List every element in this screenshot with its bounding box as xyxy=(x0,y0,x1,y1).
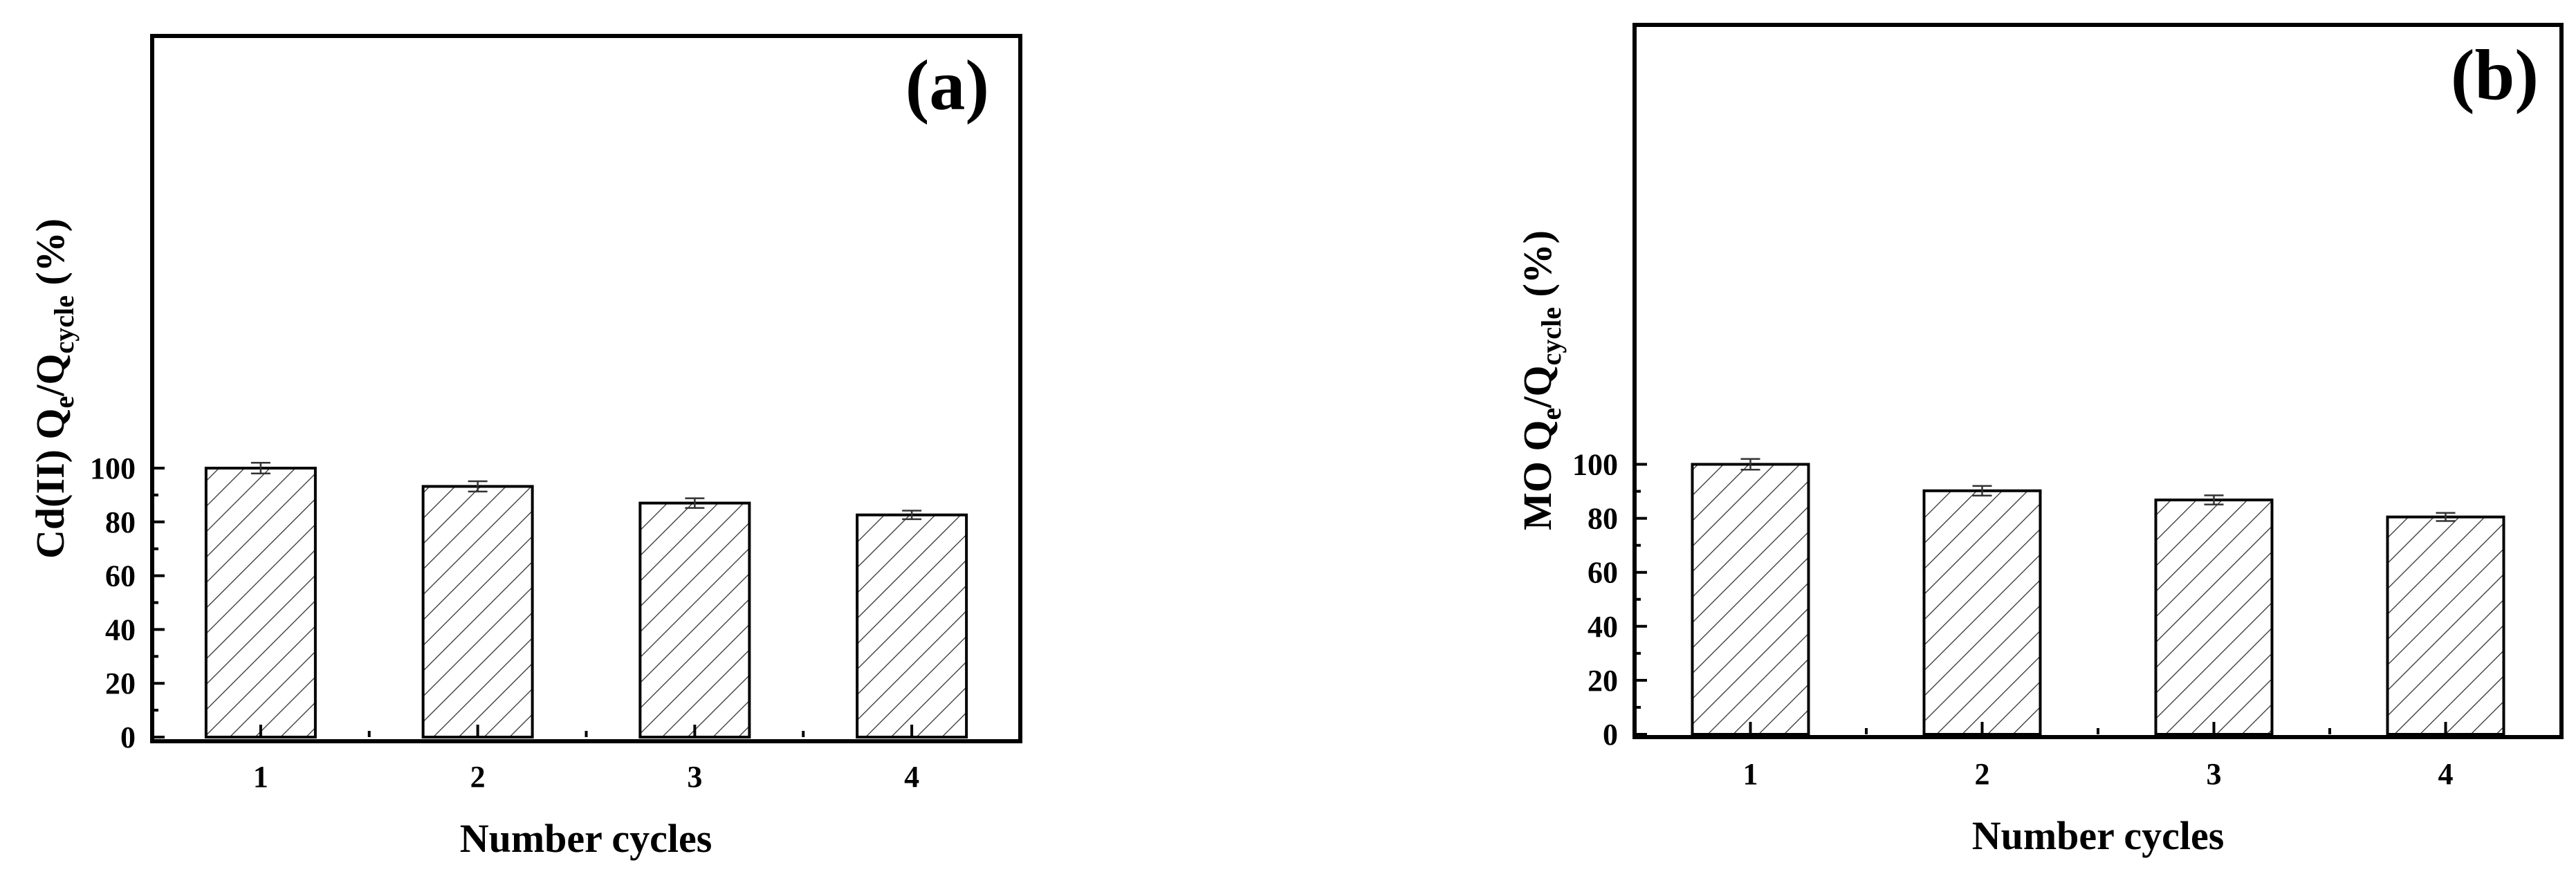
bar xyxy=(1691,463,1810,736)
x-tick-label: 3 xyxy=(2207,757,2222,791)
x-axis-ticks: 1 2 3 4 xyxy=(253,725,919,794)
bar xyxy=(204,467,317,738)
y-tick-label: 20 xyxy=(105,667,136,700)
bars-group xyxy=(204,461,968,739)
bar xyxy=(638,501,751,738)
x-tick-label: 4 xyxy=(904,760,919,794)
y-axis-ticks: 0 20 40 60 80 100 xyxy=(90,452,165,754)
y-tick-label: 60 xyxy=(105,559,136,593)
x-tick-label: 1 xyxy=(1743,757,1758,791)
plot-frame xyxy=(1632,23,2564,739)
y-axis-ticks: 0 20 40 60 80 100 xyxy=(1572,448,1647,752)
panel-label: (a) xyxy=(905,46,989,125)
y-title-sub1: e xyxy=(48,396,80,409)
y-tick-label: 100 xyxy=(90,452,136,485)
bar xyxy=(421,485,534,739)
x-tick-label: 4 xyxy=(2438,757,2454,791)
bar xyxy=(856,513,968,738)
x-axis-title: Number cycles xyxy=(1972,813,2225,858)
panel-label: (b) xyxy=(2451,35,2539,115)
x-tick-label: 2 xyxy=(1975,757,1990,791)
y-title-suffix: (%) xyxy=(1515,230,1560,307)
y-tick-label: 80 xyxy=(105,505,136,539)
bar xyxy=(2154,499,2274,736)
y-title-prefix: MO Q xyxy=(1515,420,1560,530)
y-title-sub2: cycle xyxy=(1536,307,1567,365)
bar xyxy=(1922,489,2042,736)
bar xyxy=(2386,515,2505,736)
y-title-mid: /Q xyxy=(1515,366,1560,409)
y-axis-title: Cd(II) Qe/Qcycle (%) xyxy=(28,218,80,559)
y-title-sub2: cycle xyxy=(48,295,80,353)
y-tick-label: 0 xyxy=(1603,718,1618,752)
y-title-mid: /Q xyxy=(28,353,73,396)
y-axis-title: MO Qe/Qcycle (%) xyxy=(1515,230,1567,530)
x-tick-label: 2 xyxy=(470,760,486,794)
bars-group xyxy=(1691,458,2505,736)
y-tick-label: 100 xyxy=(1572,448,1618,482)
x-tick-label: 1 xyxy=(253,760,268,794)
y-tick-label: 60 xyxy=(1588,556,1618,590)
y-tick-label: 40 xyxy=(105,613,136,647)
y-title-prefix: Cd(II) Q xyxy=(28,408,73,559)
plot-frame xyxy=(150,34,1022,743)
x-axis-ticks: 1 2 3 4 xyxy=(1743,722,2454,791)
y-tick-label: 0 xyxy=(120,720,136,754)
x-tick-label: 3 xyxy=(687,760,702,794)
y-tick-label: 40 xyxy=(1588,610,1618,644)
y-tick-label: 80 xyxy=(1588,502,1618,536)
chart-panel-a: 0 20 40 60 80 100 1 2 3 4 (a) Number cycles Cd(I… xyxy=(28,34,1022,861)
y-title-suffix: (%) xyxy=(28,218,73,295)
y-title-sub1: e xyxy=(1536,408,1567,420)
x-axis-title: Number cycles xyxy=(460,816,712,861)
chart-panel-b: 0 20 40 60 80 100 1 2 3 4 (b) Number cycles MO Q… xyxy=(1515,23,2564,858)
y-tick-label: 20 xyxy=(1588,664,1618,698)
